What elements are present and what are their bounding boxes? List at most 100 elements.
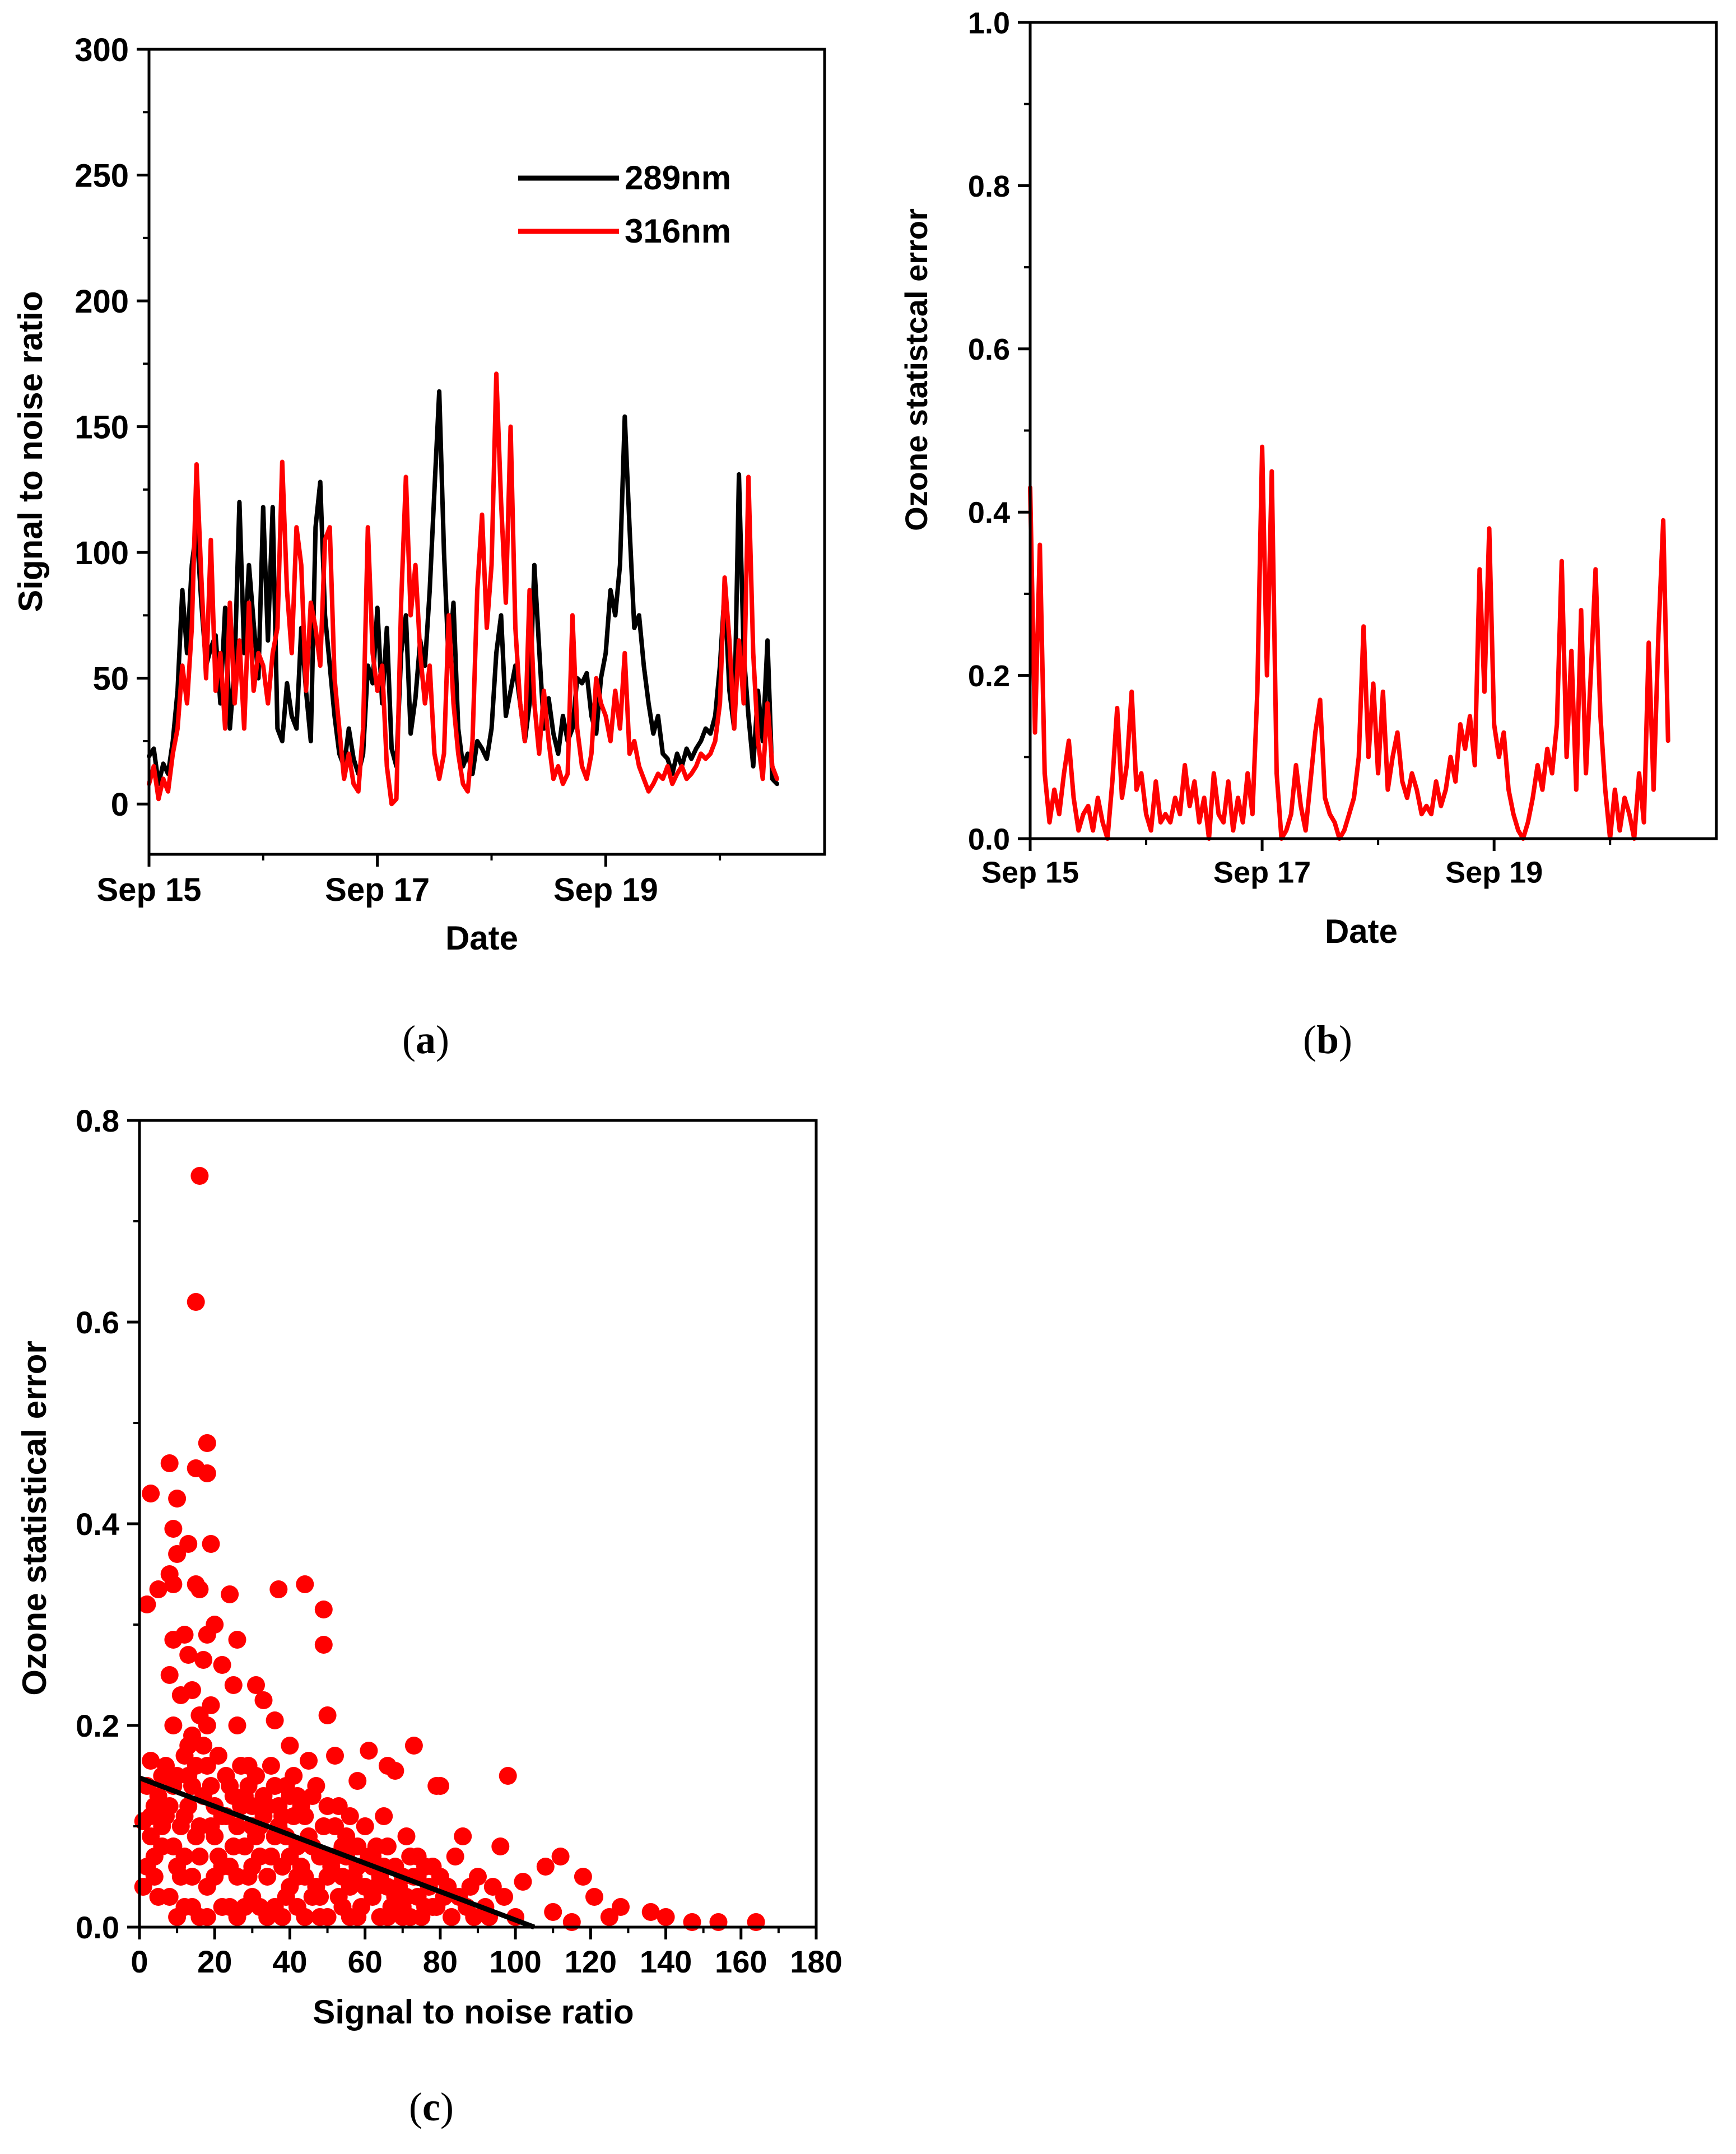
panel-c-point [401, 1908, 420, 1926]
panel-a-series-layer [147, 371, 780, 807]
panel-b-ytick-label: 0.4 [968, 496, 1010, 530]
panel-c-point [378, 1837, 397, 1855]
panel-a-series-289nm [147, 389, 780, 787]
panel-c-xtick-label: 20 [197, 1944, 232, 1979]
panel-c-point [262, 1757, 280, 1775]
panel-c-point [266, 1711, 284, 1729]
panel-c-point [300, 1752, 318, 1770]
panel-c-point [198, 1434, 216, 1452]
panel-c-chart: 0.00.20.40.60.80 20 40 60 80 100 120 140 160 180 … [16, 1103, 843, 2031]
panel-c-ytick-label: 0.0 [76, 1910, 119, 1945]
panel-c-point [153, 1817, 171, 1835]
panel-c-point [142, 1752, 160, 1770]
panel-c-point [213, 1898, 231, 1916]
panel-c-xtick-label: 180 [790, 1944, 842, 1979]
panel-a-ytick-label: 100 [75, 535, 129, 571]
panel-a-plot-frame [147, 48, 826, 856]
panel-c-point [292, 1797, 310, 1815]
panel-c-point [262, 1848, 280, 1865]
panel-c-point [314, 1636, 333, 1654]
panel-c-point [157, 1757, 175, 1775]
panel-b-caption: (b) [1302, 1017, 1352, 1062]
panel-c-point [585, 1888, 603, 1906]
panel-c-point [311, 1888, 329, 1906]
panel-c-point [194, 1737, 213, 1755]
panel-c-point [198, 1626, 216, 1644]
panel-c-point [179, 1797, 198, 1815]
panel-a-xtick-label: Sep 17 [325, 872, 430, 908]
panel-c-point [221, 1858, 239, 1876]
panel-c-point [285, 1767, 303, 1785]
panel-c-point [258, 1908, 277, 1926]
panel-a-ytick-label: 0 [111, 787, 129, 823]
panel-b-xtick-label: Sep 15 [981, 856, 1079, 890]
panel-a-ytick-label: 300 [75, 32, 129, 68]
panel-c-point [138, 1595, 156, 1613]
panel-c-point [198, 1464, 216, 1482]
panel-c-point [190, 1706, 209, 1724]
panel-a-ytick-label: 50 [92, 661, 129, 697]
panel-c-point [483, 1878, 502, 1896]
panel-c-y-axis-label: Ozone statistical error [16, 1341, 53, 1696]
panel-c-point [164, 1520, 183, 1538]
panel-c-point [431, 1777, 449, 1795]
panel-c-ytick-label: 0.6 [76, 1305, 119, 1340]
panel-a-axes: 0 50 100 150 200 250 300 Sep 15 Sep 17 Sep 19 [75, 32, 722, 908]
panel-c-point [657, 1908, 675, 1926]
panel-a-caption: (a) [402, 1017, 449, 1062]
panel-c-point [386, 1762, 404, 1780]
panel-a-y-axis-label: Signal to noise ratio [12, 291, 49, 612]
panel-c-point [190, 1848, 209, 1865]
panel-b-series-line-0 [1028, 444, 1670, 841]
panel-a-ytick-label: 200 [75, 283, 129, 320]
panel-b-chart: 0.0 0.2 0.4 0.6 0.8 1.0 Sep 15 Sep 17 Sep 19 Ozo… [899, 6, 1718, 950]
panel-b-y-axis-label: Ozone statistcal error [899, 208, 934, 531]
panel-c-point [247, 1767, 265, 1785]
panel-c-point [574, 1868, 592, 1886]
panel-c-point [360, 1742, 378, 1760]
panel-c-point [160, 1797, 179, 1815]
panel-c-point [217, 1767, 235, 1785]
panel-a-xtick-label: Sep 15 [97, 872, 202, 908]
panel-c-point [213, 1656, 231, 1674]
panel-c-point [254, 1787, 273, 1805]
panel-c-point [187, 1293, 205, 1311]
panel-b-xtick-label: Sep 17 [1213, 856, 1311, 890]
panel-c-xtick-label: 160 [715, 1944, 767, 1979]
panel-b-ytick-label: 1.0 [968, 6, 1010, 40]
panel-c-point [202, 1777, 220, 1795]
panel-c-point [254, 1691, 273, 1709]
panel-c-point [228, 1631, 246, 1649]
panel-b-ytick-label: 0.0 [968, 822, 1010, 856]
panel-c-point [281, 1848, 299, 1865]
panel-c-point [397, 1827, 416, 1845]
panel-c-point [296, 1908, 314, 1926]
panel-c-point [341, 1807, 359, 1825]
panel-c-point [356, 1878, 374, 1896]
panel-c-caption-letter: c [422, 2085, 440, 2129]
panel-c-point [168, 1908, 187, 1926]
panel-c-point [194, 1651, 213, 1669]
panel-a-legend: 289nm 316nm [518, 159, 731, 250]
panel-c-point [281, 1737, 299, 1755]
panel-c-point [465, 1908, 483, 1926]
panel-c-point [416, 1898, 434, 1916]
panel-c-point [247, 1676, 265, 1694]
panel-c-point [258, 1868, 277, 1886]
panel-c-point [499, 1767, 517, 1785]
panel-c-point [187, 1757, 205, 1775]
panel-c-point [269, 1580, 288, 1598]
panel-c-xtick-label: 0 [131, 1944, 148, 1979]
panel-a-xtick-label: Sep 19 [553, 872, 658, 908]
panel-c-point [443, 1908, 460, 1926]
panel-c-point [318, 1706, 337, 1724]
panel-c-point [273, 1807, 291, 1825]
panel-c-point [190, 1580, 209, 1598]
panel-c-point [164, 1575, 183, 1593]
panel-c-point [190, 1817, 209, 1835]
panel-c-point [164, 1716, 183, 1734]
panel-a-caption-letter: a [416, 1017, 436, 1062]
panel-c-point [326, 1747, 344, 1765]
panel-c-caption: (c) [409, 2085, 454, 2129]
panel-c-point [356, 1817, 374, 1835]
